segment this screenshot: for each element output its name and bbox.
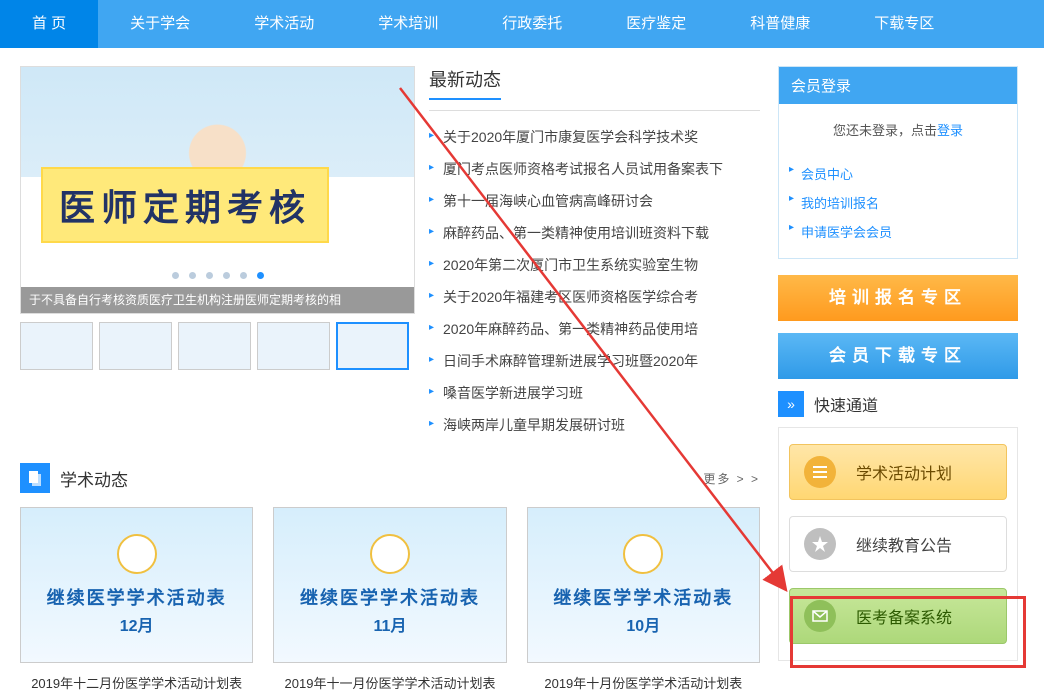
badge-icon bbox=[117, 534, 157, 574]
carousel-dot[interactable] bbox=[189, 272, 196, 279]
news-item[interactable]: 关于2020年厦门市康复医学会科学技术奖 bbox=[429, 121, 760, 153]
login-sublink[interactable]: 我的培训报名 bbox=[779, 188, 1017, 217]
badge-icon bbox=[370, 534, 410, 574]
carousel-dot[interactable] bbox=[257, 272, 264, 279]
news-item[interactable]: 关于2020年福建考区医师资格医学综合考 bbox=[429, 281, 760, 313]
nav-item[interactable]: 医疗鉴定 bbox=[594, 0, 718, 48]
top-nav: 首 页关于学会学术活动学术培训行政委托医疗鉴定科普健康下载专区 bbox=[0, 0, 1044, 48]
carousel-thumb[interactable] bbox=[257, 322, 330, 370]
training-signup-button[interactable]: 培训报名专区 bbox=[778, 275, 1018, 321]
login-head: 会员登录 bbox=[779, 67, 1017, 104]
carousel-dot[interactable] bbox=[223, 272, 230, 279]
quick-item-label: 学术活动计划 bbox=[856, 460, 952, 484]
carousel-thumb[interactable] bbox=[20, 322, 93, 370]
carousel-news-row: 医师定期考核 于不具备自行考核资质医疗卫生机构注册医师定期考核的相 最新动态 关… bbox=[20, 66, 760, 441]
news-list: 关于2020年厦门市康复医学会科学技术奖厦门考点医师资格考试报名人员试用备案表下… bbox=[429, 121, 760, 441]
quick-item-label: 医考备案系统 bbox=[856, 604, 952, 628]
card-line2: 10月 bbox=[626, 612, 660, 636]
carousel-thumb[interactable] bbox=[99, 322, 172, 370]
double-chevron-icon: » bbox=[778, 391, 804, 417]
card-caption: 2019年十月份医学学术活动计划表 bbox=[527, 673, 760, 692]
carousel-dot[interactable] bbox=[206, 272, 213, 279]
left-column: 医师定期考核 于不具备自行考核资质医疗卫生机构注册医师定期考核的相 最新动态 关… bbox=[20, 66, 760, 692]
right-column: 会员登录 您还未登录，点击登录 会员中心我的培训报名申请医学会会员 培训报名专区… bbox=[778, 66, 1018, 692]
carousel-thumbs bbox=[20, 322, 415, 370]
card-image: 继续医学学术活动表 10月 bbox=[527, 507, 760, 663]
card-caption: 2019年十一月份医学学术活动计划表 bbox=[273, 673, 506, 692]
login-links: 会员中心我的培训报名申请医学会会员 bbox=[779, 155, 1017, 258]
section-title: 学术动态 bbox=[60, 466, 703, 491]
quick-item-label: 继续教育公告 bbox=[856, 532, 952, 556]
news-title: 最新动态 bbox=[429, 66, 501, 100]
doc-icon bbox=[20, 463, 50, 493]
nav-item[interactable]: 行政委托 bbox=[470, 0, 594, 48]
quick-item-envelope[interactable]: 医考备案系统 bbox=[789, 588, 1007, 644]
page-root: 首 页关于学会学术活动学术培训行政委托医疗鉴定科普健康下载专区 医师定期考核 于… bbox=[0, 0, 1044, 692]
news-item[interactable]: 2020年第二次厦门市卫生系统实验室生物 bbox=[429, 249, 760, 281]
login-sublink[interactable]: 会员中心 bbox=[779, 159, 1017, 188]
more-link[interactable]: 更多 > > bbox=[703, 470, 760, 487]
carousel-thumb[interactable] bbox=[178, 322, 251, 370]
carousel-banner-text: 医师定期考核 bbox=[41, 167, 329, 243]
news-item[interactable]: 日间手术麻醉管理新进展学习班暨2020年 bbox=[429, 345, 760, 377]
member-download-button[interactable]: 会员下载专区 bbox=[778, 333, 1018, 379]
news-item[interactable]: 嗓音医学新进展学习班 bbox=[429, 377, 760, 409]
activity-card[interactable]: 继续医学学术活动表 10月 2019年十月份医学学术活动计划表 bbox=[527, 507, 760, 692]
card-line1: 继续医学学术活动表 bbox=[47, 584, 227, 610]
login-body: 您还未登录，点击登录 bbox=[779, 104, 1017, 155]
card-image: 继续医学学术活动表 12月 bbox=[20, 507, 253, 663]
activity-card[interactable]: 继续医学学术活动表 11月 2019年十一月份医学学术活动计划表 bbox=[273, 507, 506, 692]
badge-icon bbox=[623, 534, 663, 574]
nav-item[interactable]: 科普健康 bbox=[718, 0, 842, 48]
nav-item[interactable]: 学术活动 bbox=[222, 0, 346, 48]
activity-card[interactable]: 继续医学学术活动表 12月 2019年十二月份医学学术活动计划表 bbox=[20, 507, 253, 692]
news-panel: 最新动态 关于2020年厦门市康复医学会科学技术奖厦门考点医师资格考试报名人员试… bbox=[429, 66, 760, 441]
section-header: 学术动态 更多 > > bbox=[20, 463, 760, 493]
nav-item[interactable]: 关于学会 bbox=[98, 0, 222, 48]
carousel: 医师定期考核 于不具备自行考核资质医疗卫生机构注册医师定期考核的相 bbox=[20, 66, 415, 441]
login-box: 会员登录 您还未登录，点击登录 会员中心我的培训报名申请医学会会员 bbox=[778, 66, 1018, 259]
login-link[interactable]: 登录 bbox=[937, 123, 963, 138]
quick-channel-head: » 快速通道 bbox=[778, 391, 1018, 417]
envelope-icon bbox=[804, 600, 836, 632]
card-line1: 继续医学学术活动表 bbox=[553, 584, 733, 610]
news-item[interactable]: 2020年麻醉药品、第一类精神药品使用培 bbox=[429, 313, 760, 345]
carousel-dot[interactable] bbox=[240, 272, 247, 279]
nav-item[interactable]: 学术培训 bbox=[346, 0, 470, 48]
card-line1: 继续医学学术活动表 bbox=[300, 584, 480, 610]
main-content: 医师定期考核 于不具备自行考核资质医疗卫生机构注册医师定期考核的相 最新动态 关… bbox=[0, 48, 1044, 692]
star-icon bbox=[804, 528, 836, 560]
card-caption: 2019年十二月份医学学术活动计划表 bbox=[20, 673, 253, 692]
news-item[interactable]: 海峡两岸儿童早期发展研讨班 bbox=[429, 409, 760, 441]
carousel-dots bbox=[172, 272, 264, 279]
card-line2: 11月 bbox=[374, 612, 407, 636]
carousel-dot[interactable] bbox=[172, 272, 179, 279]
activity-cards: 继续医学学术活动表 12月 2019年十二月份医学学术活动计划表 继续医学学术活… bbox=[20, 507, 760, 692]
nav-item[interactable]: 首 页 bbox=[0, 0, 98, 48]
carousel-thumb[interactable] bbox=[336, 322, 409, 370]
news-item[interactable]: 第十一届海峡心血管病高峰研讨会 bbox=[429, 185, 760, 217]
login-sublink[interactable]: 申请医学会会员 bbox=[779, 217, 1017, 246]
card-line2: 12月 bbox=[120, 612, 154, 636]
list-icon bbox=[804, 456, 836, 488]
carousel-caption: 于不具备自行考核资质医疗卫生机构注册医师定期考核的相 bbox=[21, 287, 414, 313]
quick-item-star[interactable]: 继续教育公告 bbox=[789, 516, 1007, 572]
news-item[interactable]: 厦门考点医师资格考试报名人员试用备案表下 bbox=[429, 153, 760, 185]
nav-item[interactable]: 下载专区 bbox=[842, 0, 966, 48]
card-image: 继续医学学术活动表 11月 bbox=[273, 507, 506, 663]
news-title-wrap: 最新动态 bbox=[429, 66, 760, 111]
carousel-image[interactable]: 医师定期考核 于不具备自行考核资质医疗卫生机构注册医师定期考核的相 bbox=[20, 66, 415, 314]
quick-item-list[interactable]: 学术活动计划 bbox=[789, 444, 1007, 500]
news-item[interactable]: 麻醉药品、第一类精神使用培训班资料下载 bbox=[429, 217, 760, 249]
login-body-prefix: 您还未登录，点击 bbox=[833, 123, 937, 138]
quick-channel-box: 学术活动计划继续教育公告医考备案系统 bbox=[778, 427, 1018, 661]
quick-channel-title: 快速通道 bbox=[814, 392, 878, 416]
